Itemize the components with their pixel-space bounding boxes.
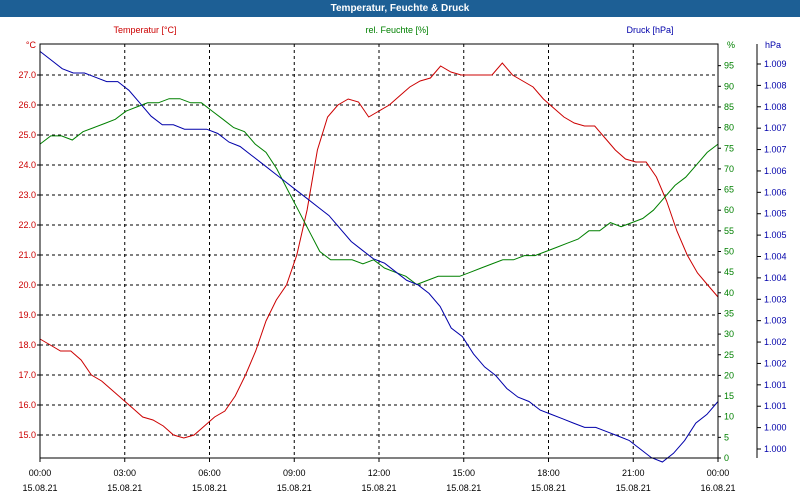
temperature-tick-label: 21.0 xyxy=(18,250,36,260)
x-tick-time-label: 03:00 xyxy=(113,468,136,478)
x-tick-time-label: 18:00 xyxy=(537,468,560,478)
pressure-tick-label: 1.000 xyxy=(764,423,787,433)
humidity-tick-label: 85 xyxy=(724,102,734,112)
pressure-tick-label: 1.003 xyxy=(764,316,787,326)
temperature-line xyxy=(39,62,719,439)
x-tick-date-label: 15.08.21 xyxy=(531,483,566,493)
humidity-axis-label: rel. Feuchte [%] xyxy=(365,25,428,35)
humidity-tick-label: 95 xyxy=(724,61,734,71)
humidity-tick-label: 60 xyxy=(724,205,734,215)
temperature-tick-label: 18.0 xyxy=(18,340,36,350)
series-layer xyxy=(39,51,719,463)
temperature-unit-label: °C xyxy=(26,40,37,50)
pressure-tick-label: 1.005 xyxy=(764,230,787,240)
x-tick-time-label: 15:00 xyxy=(452,468,475,478)
temperature-tick-label: 19.0 xyxy=(18,310,36,320)
x-tick-date-label: 15.08.21 xyxy=(446,483,481,493)
pressure-tick-label: 1.004 xyxy=(764,252,787,262)
pressure-tick-label: 1.009 xyxy=(764,59,787,69)
humidity-tick-label: 55 xyxy=(724,226,734,236)
pressure-tick-label: 1.006 xyxy=(764,166,787,176)
humidity-line xyxy=(39,98,719,286)
pressure-tick-label: 1.002 xyxy=(764,358,787,368)
humidity-tick-label: 45 xyxy=(724,267,734,277)
x-tick-date-label: 16.08.21 xyxy=(700,483,735,493)
x-tick-time-label: 12:00 xyxy=(368,468,391,478)
temperature-tick-label: 26.0 xyxy=(18,100,36,110)
pressure-tick-label: 1.000 xyxy=(764,444,787,454)
x-tick-time-label: 09:00 xyxy=(283,468,306,478)
pressure-axis-label: Druck [hPa] xyxy=(626,25,673,35)
humidity-tick-label: 35 xyxy=(724,308,734,318)
chart-title: Temperatur, Feuchte & Druck xyxy=(0,0,800,17)
x-tick-date-label: 15.08.21 xyxy=(361,483,396,493)
temperature-tick-label: 16.0 xyxy=(18,400,36,410)
temperature-tick-label: 15.0 xyxy=(18,430,36,440)
chart-background xyxy=(0,17,800,500)
pressure-tick-label: 1.001 xyxy=(764,380,787,390)
humidity-tick-label: 40 xyxy=(724,288,734,298)
humidity-tick-label: 0 xyxy=(724,453,729,463)
pressure-line xyxy=(39,51,719,463)
pressure-tick-label: 1.001 xyxy=(764,401,787,411)
humidity-tick-label: 90 xyxy=(724,81,734,91)
humidity-tick-label: 65 xyxy=(724,185,734,195)
humidity-tick-label: 25 xyxy=(724,350,734,360)
humidity-unit-label: % xyxy=(727,40,735,50)
humidity-tick-label: 30 xyxy=(724,329,734,339)
axes: Temperatur [°C] rel. Feuchte [%] Druck [hP… xyxy=(18,25,786,493)
humidity-tick-label: 80 xyxy=(724,123,734,133)
temperature-axis-label: Temperatur [°C] xyxy=(113,25,176,35)
temperature-tick-label: 25.0 xyxy=(18,130,36,140)
humidity-tick-label: 10 xyxy=(724,412,734,422)
temperature-tick-label: 20.0 xyxy=(18,280,36,290)
temperature-tick-label: 24.0 xyxy=(18,160,36,170)
humidity-tick-label: 75 xyxy=(724,143,734,153)
humidity-tick-label: 70 xyxy=(724,164,734,174)
pressure-tick-label: 1.005 xyxy=(764,209,787,219)
grid xyxy=(40,44,718,458)
x-tick-time-label: 00:00 xyxy=(29,468,52,478)
x-tick-date-label: 15.08.21 xyxy=(277,483,312,493)
temperature-tick-label: 22.0 xyxy=(18,220,36,230)
pressure-tick-label: 1.008 xyxy=(764,80,787,90)
humidity-tick-label: 20 xyxy=(724,370,734,380)
x-tick-date-label: 15.08.21 xyxy=(616,483,651,493)
pressure-tick-label: 1.006 xyxy=(764,187,787,197)
pressure-tick-label: 1.003 xyxy=(764,294,787,304)
pressure-tick-label: 1.002 xyxy=(764,337,787,347)
x-tick-date-label: 15.08.21 xyxy=(22,483,57,493)
temperature-tick-label: 17.0 xyxy=(18,370,36,380)
humidity-tick-label: 5 xyxy=(724,432,729,442)
pressure-tick-label: 1.004 xyxy=(764,273,787,283)
x-tick-time-label: 00:00 xyxy=(707,468,730,478)
temperature-tick-label: 23.0 xyxy=(18,190,36,200)
x-tick-time-label: 06:00 xyxy=(198,468,221,478)
x-tick-date-label: 15.08.21 xyxy=(107,483,142,493)
pressure-tick-label: 1.007 xyxy=(764,145,787,155)
x-tick-date-label: 15.08.21 xyxy=(192,483,227,493)
humidity-tick-label: 50 xyxy=(724,247,734,257)
temperature-tick-label: 27.0 xyxy=(18,70,36,80)
weather-chart: Temperatur [°C] rel. Feuchte [%] Druck [hP… xyxy=(0,17,800,500)
humidity-tick-label: 15 xyxy=(724,391,734,401)
pressure-tick-label: 1.007 xyxy=(764,123,787,133)
x-tick-time-label: 21:00 xyxy=(622,468,645,478)
pressure-tick-label: 1.008 xyxy=(764,102,787,112)
pressure-unit-label: hPa xyxy=(765,40,781,50)
